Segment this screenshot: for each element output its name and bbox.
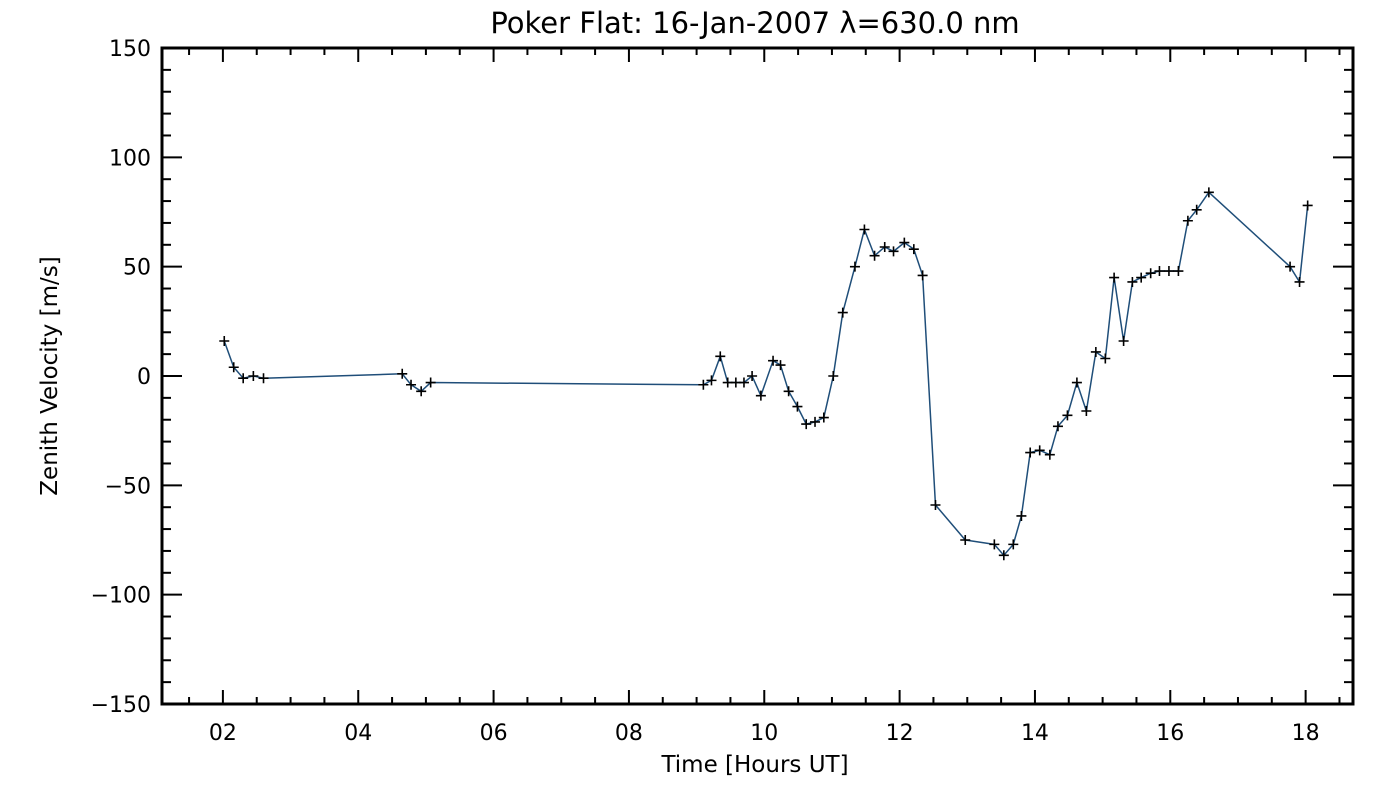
data-point-marker [828, 371, 839, 381]
data-point-marker [1081, 405, 1092, 416]
y-axis-label: Zenith Velocity [m/s] [37, 256, 63, 495]
data-point-marker [1173, 266, 1184, 277]
data-point-marker [698, 379, 709, 390]
x-tick-labels: 02 04 06 08 10 12 14 16 18 [209, 721, 1320, 746]
y-tick-label: 0 [137, 365, 151, 390]
x-tick-label: 10 [750, 721, 778, 746]
data-point-marker [1191, 204, 1202, 215]
data-point-marker [1025, 447, 1036, 458]
data-point-marker [960, 535, 971, 545]
data-point-marker [810, 416, 821, 427]
series-line [223, 191, 1309, 557]
data-point-marker [1044, 449, 1055, 460]
chart-title: Poker Flat: 16-Jan-2007 λ=630.0 nm [490, 6, 1019, 40]
data-point-marker [1016, 510, 1027, 521]
data-point-marker [917, 270, 928, 281]
data-point-marker [248, 371, 259, 381]
data-point-marker [425, 377, 436, 388]
data-point-marker [706, 375, 717, 386]
data-point-marker [1071, 377, 1082, 388]
data-point-marker [1285, 261, 1296, 272]
data-point-marker [899, 237, 910, 248]
data-point-marker [989, 539, 1000, 550]
data-point-marker [228, 362, 239, 373]
data-point-marker [1145, 268, 1156, 279]
data-point-marker [1008, 539, 1019, 550]
data-point-marker [1163, 266, 1174, 277]
x-tick-label: 04 [344, 721, 372, 746]
x-tick-label: 14 [1021, 721, 1049, 746]
y-tick-label: −150 [91, 693, 151, 718]
y-tick-labels: −150 −100 −50 0 50 100 150 [91, 37, 151, 718]
data-point-marker [783, 386, 794, 397]
data-point-marker [258, 373, 269, 384]
data-point-marker [849, 261, 860, 272]
y-tick-label: −100 [91, 584, 151, 609]
x-tick-label: 08 [615, 721, 643, 746]
data-point-marker [837, 307, 848, 318]
data-point-marker [406, 379, 417, 390]
data-point-marker [888, 246, 899, 257]
y-tick-label: −50 [105, 474, 151, 499]
data-point-marker [818, 412, 829, 423]
data-point-marker [775, 360, 786, 371]
data-point-marker [908, 244, 919, 255]
x-tick-label: 18 [1292, 721, 1320, 746]
data-point-marker [1154, 266, 1165, 277]
data-point-marker [768, 355, 779, 366]
data-point-marker [859, 224, 870, 235]
data-point-marker [416, 386, 427, 397]
data-point-marker [715, 351, 726, 362]
data-point-marker [801, 419, 812, 430]
data-point-marker [1203, 187, 1214, 198]
data-point-marker [747, 371, 758, 381]
data-point-marker [1109, 272, 1120, 283]
data-point-marker [238, 373, 249, 384]
data-point-marker [1034, 445, 1045, 456]
x-tick-label: 12 [886, 721, 914, 746]
data-point-marker [1118, 336, 1129, 347]
y-tick-label: 100 [109, 146, 151, 171]
x-axis-label: Time [Hours UT] [660, 752, 848, 778]
data-point-marker [1182, 215, 1193, 226]
y-tick-label: 50 [123, 256, 151, 281]
x-tick-label: 06 [480, 721, 508, 746]
data-point-marker [1302, 200, 1313, 211]
data-point-marker [397, 368, 408, 379]
data-point-marker [219, 336, 230, 347]
x-tick-label: 02 [209, 721, 237, 746]
data-point-marker [998, 550, 1009, 561]
data-point-marker [1294, 276, 1305, 287]
axis-ticks [162, 47, 1353, 705]
y-tick-label: 150 [109, 37, 151, 62]
series-group [219, 187, 1313, 561]
data-point-marker [792, 401, 803, 412]
data-point-marker [879, 241, 890, 252]
data-point-marker [738, 377, 749, 388]
x-tick-label: 16 [1156, 721, 1184, 746]
data-point-marker [755, 390, 766, 401]
data-point-marker [1090, 346, 1101, 357]
data-point-marker [1136, 272, 1147, 283]
data-point-marker [1100, 353, 1111, 364]
data-point-marker [869, 250, 880, 261]
data-point-marker [930, 500, 941, 511]
data-point-marker [1127, 276, 1138, 287]
data-point-marker [1062, 410, 1073, 421]
data-point-marker [1052, 421, 1063, 432]
